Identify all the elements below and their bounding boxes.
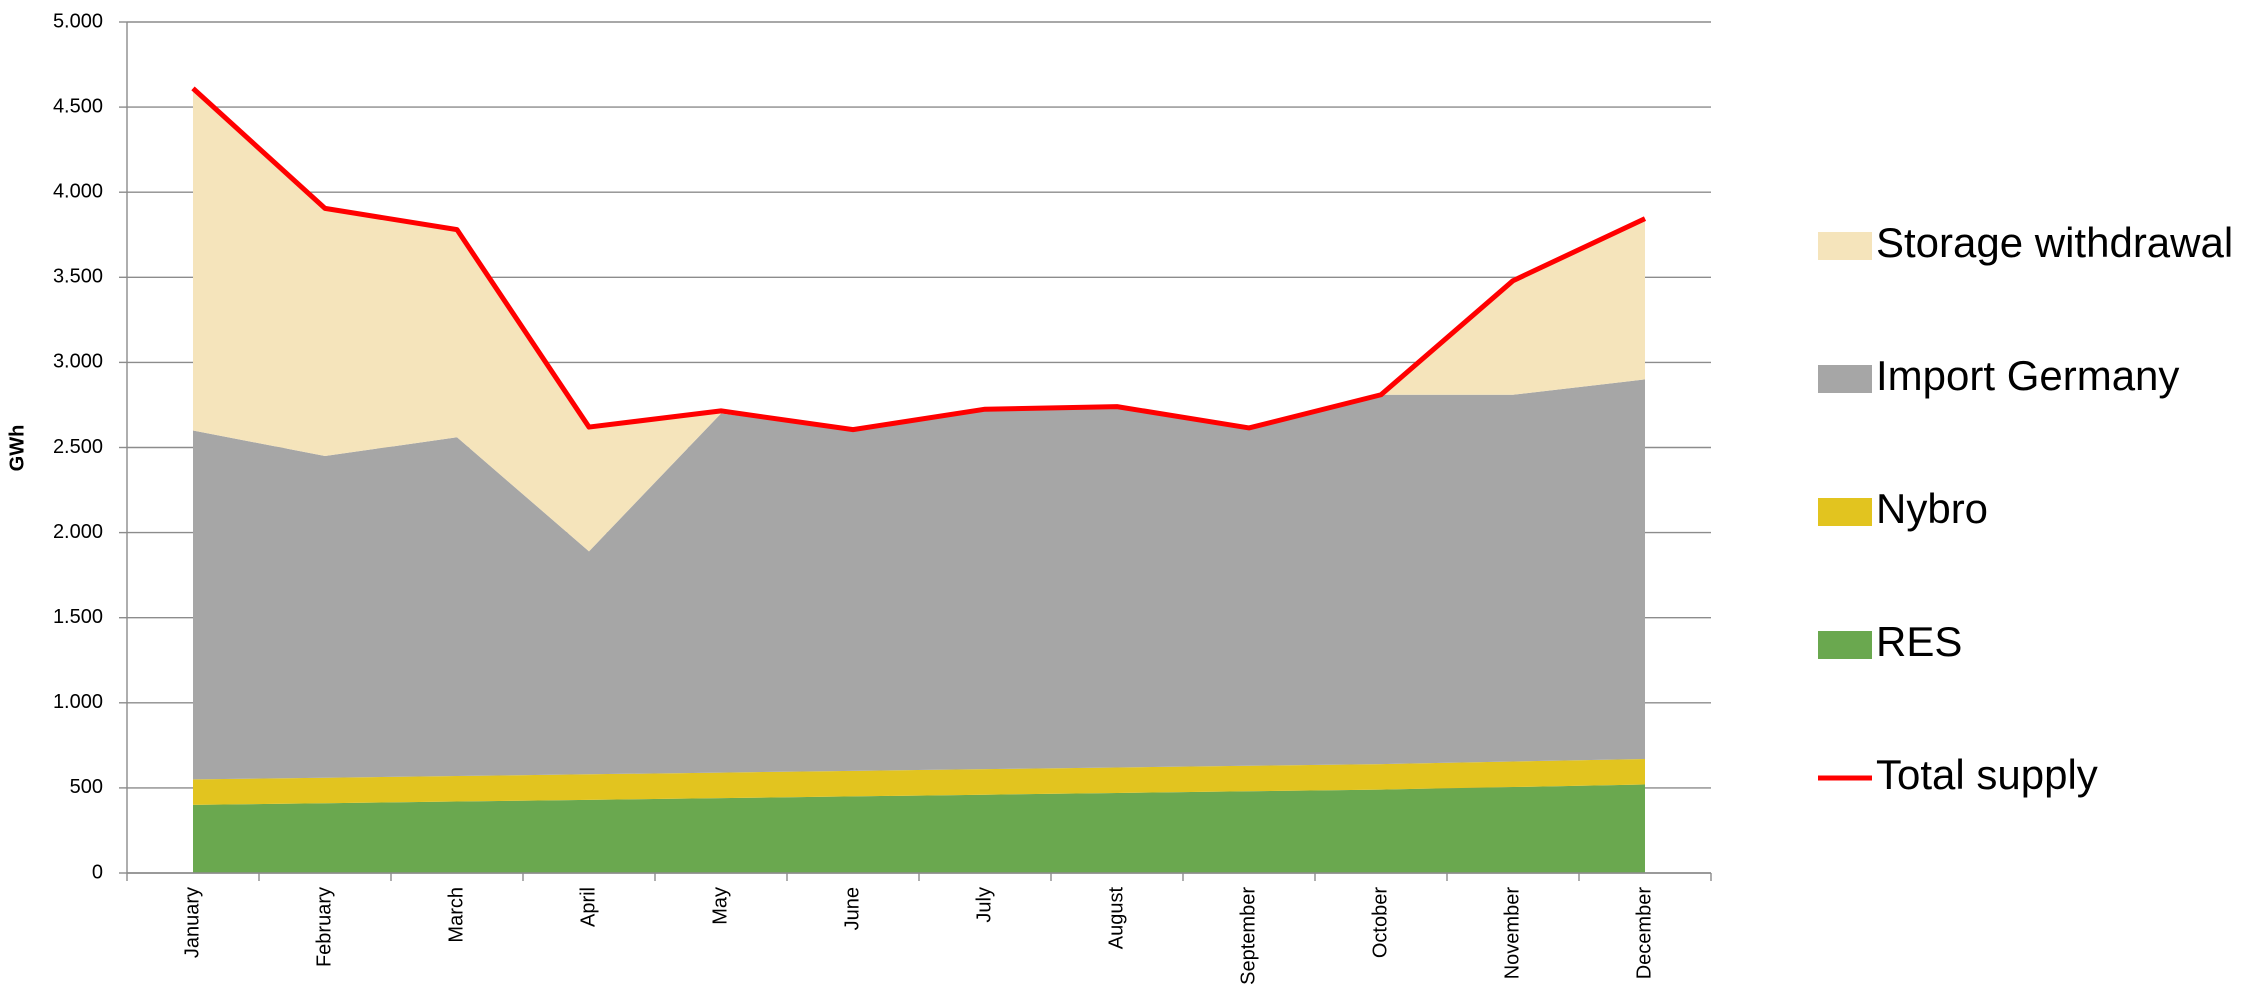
legend-marker: [1818, 232, 1872, 260]
area: [193, 758, 1645, 805]
y-tick-label: 2.000: [53, 521, 103, 543]
x-tick-label: April: [577, 887, 599, 927]
x-tick-label: January: [181, 887, 203, 958]
y-tick-label: 1.000: [53, 691, 103, 713]
x-tick-label: May: [709, 887, 731, 925]
legend-label: RES: [1876, 618, 1962, 665]
y-tick-label: 3.000: [53, 351, 103, 373]
x-tick-label: December: [1633, 887, 1655, 980]
x-tick-label: September: [1237, 887, 1259, 985]
legend-label: Storage withdrawal: [1876, 219, 2233, 266]
area: [193, 88, 1645, 552]
legend-label: Nybro: [1876, 485, 1988, 532]
y-tick-label: 5.000: [53, 10, 103, 32]
legend-label: Total supply: [1876, 751, 2098, 798]
x-tick-label: November: [1501, 887, 1523, 980]
x-tick-label: March: [445, 887, 467, 943]
legend-marker: [1818, 631, 1872, 659]
y-tick-label: 1.500: [53, 606, 103, 628]
x-tick-label: February: [313, 887, 335, 967]
x-tick-label: July: [973, 887, 995, 923]
y-tick-label: 500: [70, 776, 103, 798]
area: [193, 379, 1645, 780]
x-tick-label: August: [1105, 887, 1127, 950]
legend-marker: [1818, 498, 1872, 526]
y-tick-label: 3.500: [53, 266, 103, 288]
x-tick-label: October: [1369, 887, 1391, 958]
x-tick-label: June: [841, 887, 863, 930]
line: [191, 86, 1647, 433]
legend-label: Import Germany: [1876, 352, 2179, 399]
y-tick-label: 2.500: [53, 436, 103, 458]
y-axis-label: GWh: [6, 425, 28, 472]
area: [193, 784, 1645, 873]
y-tick-label: 0: [92, 861, 103, 883]
y-tick-label: 4.500: [53, 95, 103, 117]
y-tick-label: 4.000: [53, 180, 103, 202]
legend-marker: [1818, 365, 1872, 393]
